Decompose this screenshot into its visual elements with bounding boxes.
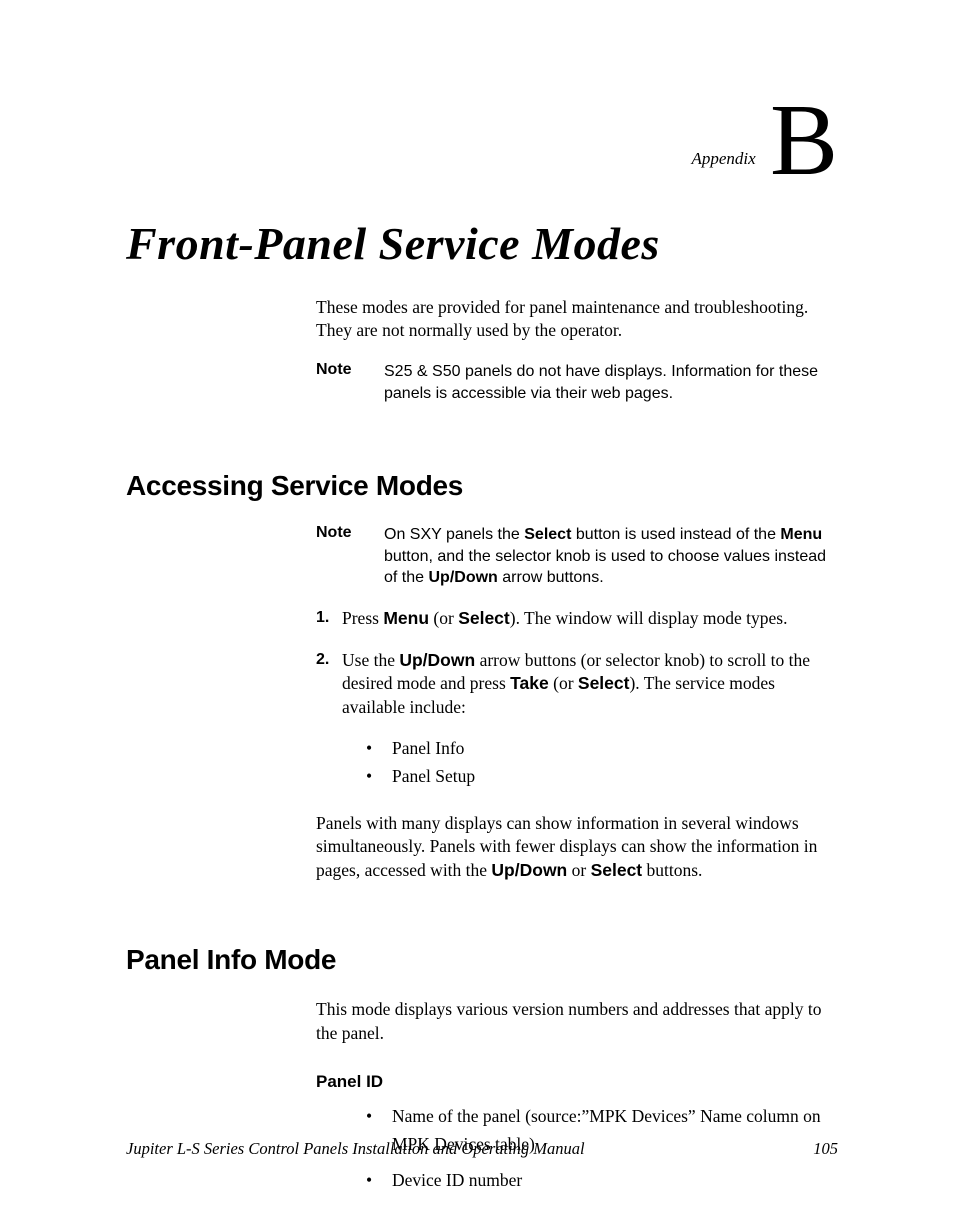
note-text: On SXY panels the Select button is used …: [384, 524, 838, 589]
list-body: Use the Up/Down arrow buttons (or select…: [342, 649, 838, 720]
bold-select: Select: [458, 608, 510, 628]
appendix-letter: B: [770, 95, 838, 187]
bold-updown: Up/Down: [491, 860, 567, 880]
list-item: • Panel Setup: [366, 762, 838, 790]
note-s25-s50: Note S25 & S50 panels do not have displa…: [316, 361, 838, 404]
note-label: Note: [316, 524, 384, 589]
footer-page-number: 105: [813, 1139, 838, 1159]
text-fragment: (or: [549, 673, 578, 693]
chapter-title: Front-Panel Service Modes: [126, 217, 838, 270]
subheading-panel-id: Panel ID: [316, 1072, 838, 1092]
bullet-icon: •: [366, 762, 392, 790]
list-item: • Panel Info: [366, 734, 838, 762]
note-text: S25 & S50 panels do not have displays. I…: [384, 361, 838, 404]
bold-select: Select: [578, 673, 630, 693]
list-number: 2.: [316, 649, 342, 720]
bold-select: Select: [591, 860, 643, 880]
text-fragment: ). The window will display mode types.: [510, 608, 788, 628]
heading-panel-info-mode: Panel Info Mode: [126, 944, 838, 976]
note-fragment: button is used instead of the: [571, 526, 780, 543]
bold-menu: Menu: [383, 608, 429, 628]
page: Appendix B Front-Panel Service Modes The…: [0, 0, 954, 1227]
bold-updown: Up/Down: [428, 569, 497, 586]
appendix-label: Appendix: [692, 149, 756, 168]
bullet-text: Device ID number: [392, 1166, 522, 1194]
paragraph: Panels with many displays can show infor…: [316, 812, 838, 883]
list-item: 1. Press Menu (or Select). The window wi…: [316, 607, 838, 631]
bullet-text: Panel Info: [392, 734, 464, 762]
text-fragment: (or: [429, 608, 458, 628]
paragraph: This mode displays various version numbe…: [316, 998, 838, 1045]
list-number: 1.: [316, 607, 342, 631]
text-fragment: Press: [342, 608, 383, 628]
bold-updown: Up/Down: [399, 650, 475, 670]
list-item: 2. Use the Up/Down arrow buttons (or sel…: [316, 649, 838, 720]
text-fragment: buttons.: [642, 860, 702, 880]
appendix-header: Appendix B: [126, 95, 838, 187]
bullet-icon: •: [366, 734, 392, 762]
bullet-icon: •: [366, 1166, 392, 1194]
ordered-list: 1. Press Menu (or Select). The window wi…: [316, 607, 838, 720]
note-sxy-panels: Note On SXY panels the Select button is …: [316, 524, 838, 589]
text-fragment: Use the: [342, 650, 399, 670]
note-fragment: arrow buttons.: [498, 569, 604, 586]
footer-manual-title: Jupiter L-S Series Control Panels Instal…: [126, 1139, 585, 1159]
intro-paragraph: These modes are provided for panel maint…: [316, 296, 838, 343]
bullet-text: Panel Setup: [392, 762, 475, 790]
text-fragment: or: [567, 860, 590, 880]
heading-accessing-service-modes: Accessing Service Modes: [126, 470, 838, 502]
bold-take: Take: [510, 673, 549, 693]
unordered-list: • Panel Info • Panel Setup: [366, 734, 838, 790]
bold-select: Select: [524, 526, 571, 543]
note-fragment: On SXY panels the: [384, 526, 524, 543]
list-item: • Device ID number: [366, 1166, 838, 1194]
list-body: Press Menu (or Select). The window will …: [342, 607, 838, 631]
note-label: Note: [316, 361, 384, 404]
page-footer: Jupiter L-S Series Control Panels Instal…: [126, 1139, 838, 1159]
bold-menu: Menu: [780, 526, 822, 543]
